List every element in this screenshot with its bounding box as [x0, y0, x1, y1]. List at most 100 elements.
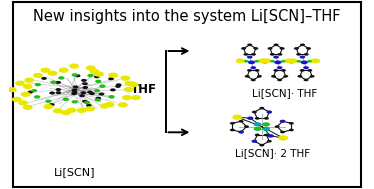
- Circle shape: [82, 86, 88, 89]
- Circle shape: [259, 144, 264, 146]
- Circle shape: [296, 53, 301, 56]
- Circle shape: [81, 91, 86, 94]
- Circle shape: [86, 104, 92, 107]
- Circle shape: [43, 104, 53, 109]
- Circle shape: [236, 58, 245, 63]
- Circle shape: [247, 117, 254, 120]
- Circle shape: [303, 66, 309, 69]
- Circle shape: [267, 134, 274, 138]
- Circle shape: [259, 107, 264, 109]
- Circle shape: [131, 95, 141, 100]
- Circle shape: [245, 75, 250, 78]
- Circle shape: [110, 88, 116, 91]
- Circle shape: [289, 122, 294, 125]
- Text: Li[SCN]· THF: Li[SCN]· THF: [252, 88, 318, 98]
- Circle shape: [251, 53, 256, 56]
- Circle shape: [58, 76, 65, 80]
- Circle shape: [95, 98, 101, 101]
- Circle shape: [255, 134, 260, 136]
- Circle shape: [267, 111, 272, 113]
- Circle shape: [82, 82, 88, 85]
- Circle shape: [262, 127, 270, 131]
- Circle shape: [116, 83, 122, 86]
- Circle shape: [288, 58, 298, 63]
- Circle shape: [7, 87, 17, 92]
- Circle shape: [304, 53, 309, 56]
- Circle shape: [264, 117, 269, 120]
- Circle shape: [285, 58, 294, 63]
- Circle shape: [84, 101, 90, 104]
- Circle shape: [94, 71, 104, 77]
- Circle shape: [55, 91, 61, 94]
- Circle shape: [122, 95, 132, 100]
- Circle shape: [59, 67, 69, 73]
- Circle shape: [87, 74, 94, 77]
- Text: New insights into the system Li[SCN]–THF: New insights into the system Li[SCN]–THF: [33, 9, 341, 23]
- Circle shape: [108, 95, 115, 98]
- Circle shape: [243, 53, 248, 56]
- Circle shape: [50, 81, 56, 84]
- Circle shape: [69, 64, 79, 69]
- Circle shape: [129, 82, 139, 87]
- Circle shape: [33, 73, 43, 78]
- Circle shape: [99, 84, 105, 88]
- Circle shape: [301, 60, 308, 64]
- Circle shape: [248, 60, 255, 64]
- Circle shape: [239, 120, 243, 122]
- Circle shape: [120, 76, 130, 81]
- Circle shape: [297, 60, 301, 63]
- Text: Li[SCN]: Li[SCN]: [54, 167, 95, 177]
- Circle shape: [274, 60, 281, 64]
- Circle shape: [71, 92, 77, 95]
- Circle shape: [125, 81, 135, 86]
- Circle shape: [278, 53, 282, 56]
- Circle shape: [71, 100, 78, 104]
- Circle shape: [264, 134, 269, 136]
- Circle shape: [300, 69, 305, 72]
- Circle shape: [31, 89, 37, 92]
- Circle shape: [307, 69, 312, 72]
- Circle shape: [270, 53, 275, 56]
- Circle shape: [247, 56, 252, 59]
- Circle shape: [241, 47, 246, 50]
- Circle shape: [280, 131, 285, 133]
- Circle shape: [306, 47, 311, 50]
- Circle shape: [273, 56, 279, 59]
- Circle shape: [75, 74, 80, 77]
- Circle shape: [34, 95, 40, 99]
- Circle shape: [304, 79, 309, 81]
- Circle shape: [239, 131, 243, 133]
- Circle shape: [289, 129, 294, 131]
- Circle shape: [311, 58, 320, 63]
- Circle shape: [77, 108, 87, 113]
- Circle shape: [278, 135, 288, 141]
- Circle shape: [251, 79, 256, 81]
- Circle shape: [254, 60, 259, 63]
- Circle shape: [275, 125, 280, 128]
- Circle shape: [280, 47, 285, 50]
- Circle shape: [252, 140, 257, 143]
- Circle shape: [252, 111, 257, 113]
- Circle shape: [300, 56, 305, 59]
- Circle shape: [277, 66, 282, 69]
- Circle shape: [62, 98, 69, 101]
- Circle shape: [244, 125, 249, 128]
- Circle shape: [55, 88, 61, 91]
- Circle shape: [41, 77, 47, 80]
- Circle shape: [238, 131, 244, 134]
- Circle shape: [108, 73, 118, 78]
- Circle shape: [23, 84, 33, 89]
- Circle shape: [300, 43, 305, 46]
- Circle shape: [27, 91, 33, 94]
- Circle shape: [40, 68, 50, 73]
- Circle shape: [232, 115, 242, 120]
- Circle shape: [297, 75, 303, 78]
- Circle shape: [82, 100, 88, 103]
- Circle shape: [45, 99, 52, 103]
- Circle shape: [257, 75, 262, 78]
- Circle shape: [49, 91, 55, 94]
- Text: THF: THF: [131, 83, 157, 96]
- Circle shape: [281, 69, 286, 72]
- Circle shape: [95, 97, 101, 100]
- Circle shape: [230, 129, 235, 131]
